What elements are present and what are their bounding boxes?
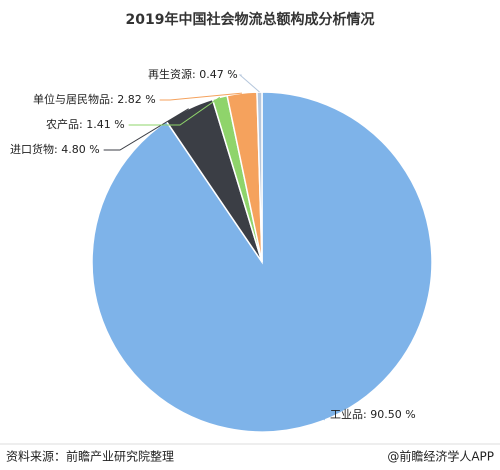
slice-label: 再生资源: 0.47 %: [148, 67, 238, 81]
slice-label: 单位与居民物品: 2.82 %: [33, 92, 156, 106]
category-label: 进口货物: [10, 142, 54, 156]
slice-label: 农产品: 1.41 %: [46, 117, 125, 131]
leader-line: [159, 92, 243, 101]
category-label: 单位与居民物品: [33, 92, 110, 106]
category-label: 农产品: [46, 117, 79, 131]
leader-line: [318, 414, 326, 421]
value-label: 0.47 %: [199, 68, 237, 81]
leader-line: [128, 96, 221, 126]
slice-label: 工业品: 90.50 %: [330, 408, 416, 421]
chart-title: 2019年中国社会物流总额构成分析情况: [126, 11, 375, 28]
source: 资料来源：前瞻产业研究院整理: [6, 449, 174, 464]
category-label: 工业品: [330, 408, 363, 421]
value-label: 4.80 %: [61, 143, 99, 156]
category-label: 再生资源: [148, 67, 192, 81]
value-label: 2.82 %: [117, 93, 155, 106]
slice-label: 进口货物: 4.80 %: [10, 142, 100, 156]
value-label: 1.41 %: [86, 118, 124, 131]
leader-line: [103, 108, 189, 151]
leader-line: [238, 74, 260, 93]
value-label: 90.50 %: [370, 408, 415, 421]
credit: @前瞻经济学人APP: [387, 449, 494, 464]
